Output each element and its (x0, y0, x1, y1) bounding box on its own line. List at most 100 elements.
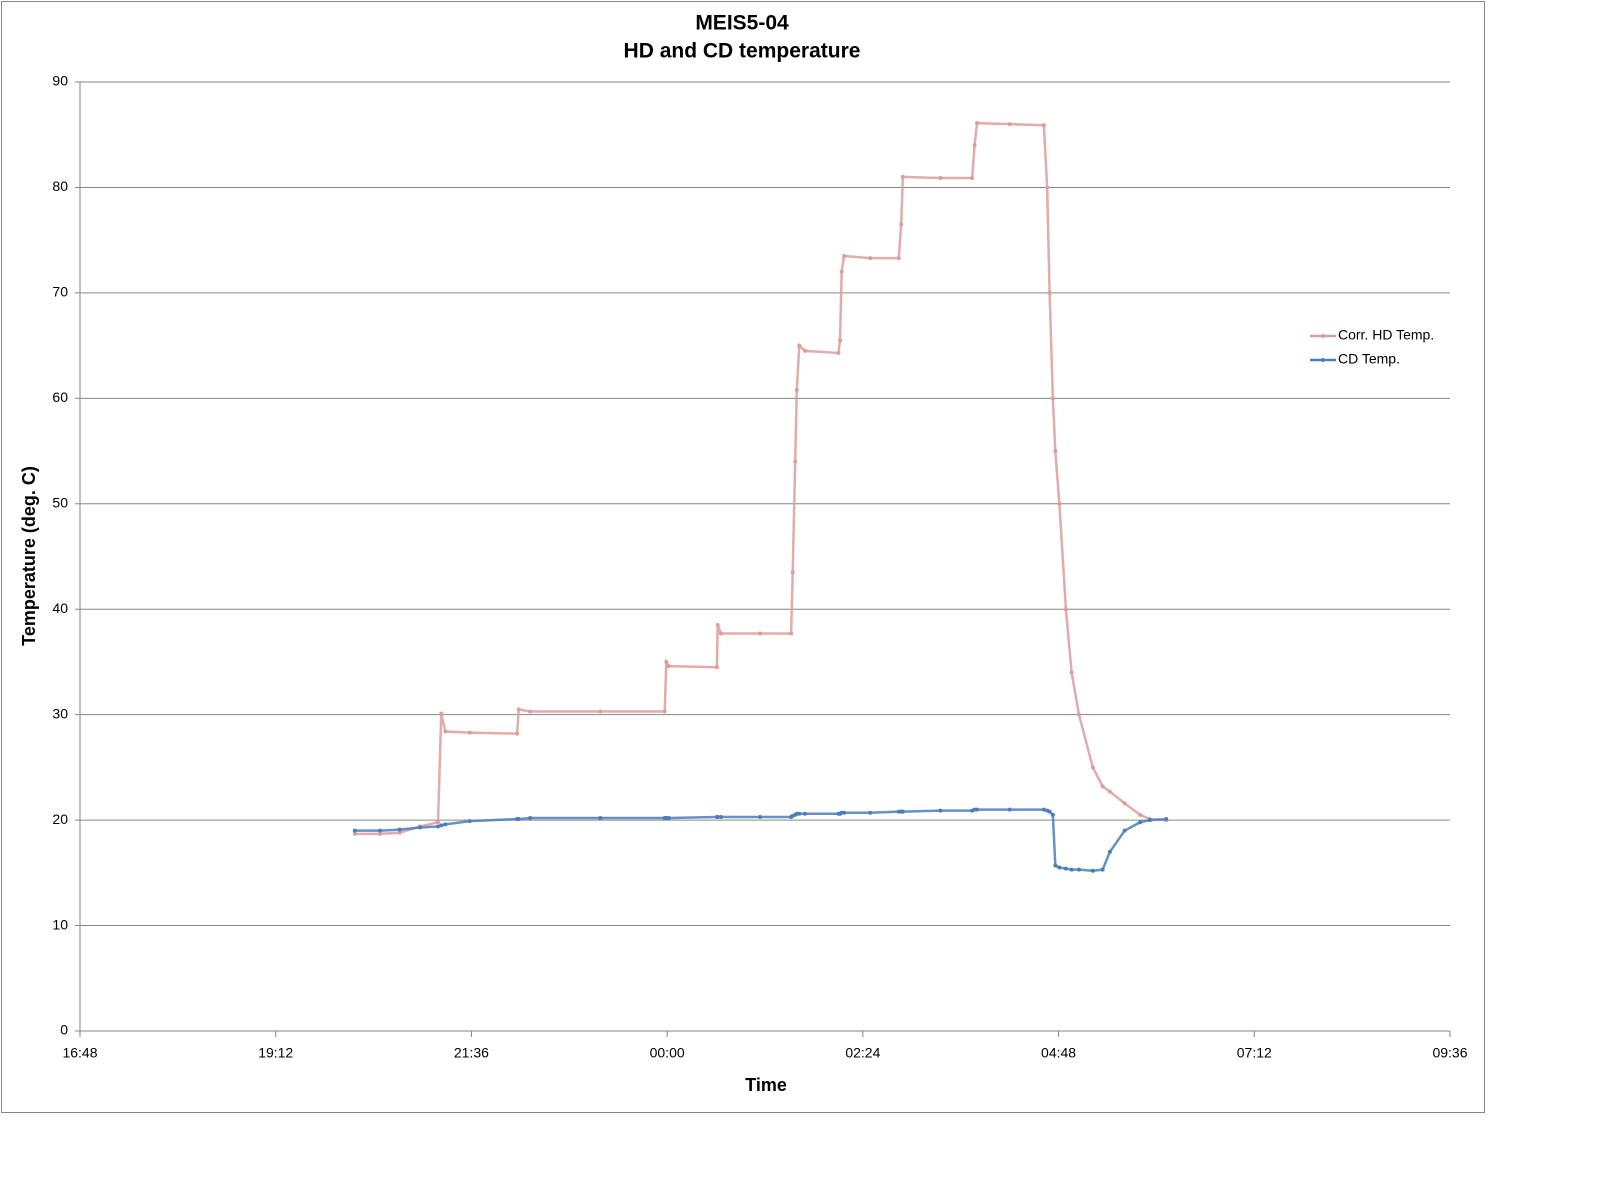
data-point (797, 343, 802, 348)
data-point (516, 707, 521, 712)
x-tick-label: 21:36 (454, 1045, 489, 1061)
y-tick-label: 40 (52, 600, 68, 616)
data-point (352, 828, 357, 833)
data-point (397, 827, 402, 832)
data-point (1122, 801, 1127, 806)
chart-subtitle: HD and CD temperature (624, 40, 861, 63)
data-point (718, 631, 723, 636)
series-line (354, 121, 1167, 836)
data-point (1100, 867, 1105, 872)
data-point (467, 730, 472, 735)
data-point (598, 709, 603, 714)
data-point (715, 814, 720, 819)
data-point (1053, 449, 1058, 454)
data-point (842, 253, 847, 258)
data-point (1138, 812, 1143, 817)
data-point (839, 269, 844, 274)
data-point (1076, 867, 1081, 872)
data-point (802, 811, 807, 816)
x-tick-label: 04:48 (1041, 1045, 1076, 1061)
data-point (714, 665, 719, 670)
y-tick-label: 70 (52, 284, 68, 300)
data-point (662, 709, 667, 714)
data-point (1057, 865, 1062, 870)
y-tick-label: 0 (60, 1022, 68, 1038)
data-point (1057, 501, 1062, 506)
data-point (1045, 185, 1050, 190)
data-point (1053, 863, 1058, 868)
data-point (899, 222, 904, 227)
data-point (352, 831, 357, 836)
x-axis-title: Time (745, 1075, 787, 1095)
data-point (467, 819, 472, 824)
data-point (1050, 396, 1055, 401)
data-point (842, 810, 847, 815)
data-point (1164, 817, 1169, 822)
data-point (938, 175, 943, 180)
data-point (1041, 807, 1046, 812)
legend-marker (1321, 334, 1325, 338)
data-point (378, 831, 383, 836)
data-point (715, 623, 720, 628)
data-point (666, 816, 671, 821)
data-point (718, 814, 723, 819)
data-point (439, 711, 444, 716)
x-tick-label: 00:00 (650, 1045, 685, 1061)
data-point (900, 174, 905, 179)
data-point (790, 570, 795, 575)
data-point (435, 820, 440, 825)
data-point (439, 823, 444, 828)
legend-label: CD Temp. (1338, 351, 1400, 367)
data-point (397, 830, 402, 835)
y-tick-label: 20 (52, 811, 68, 827)
data-point (972, 143, 977, 148)
data-point (794, 387, 799, 392)
data-point (1138, 820, 1143, 825)
data-point (1090, 868, 1095, 873)
x-tick-label: 16:48 (62, 1045, 97, 1061)
data-point (1107, 849, 1112, 854)
data-point (970, 175, 975, 180)
data-point (896, 256, 901, 261)
data-point (1047, 809, 1052, 814)
data-point (1107, 789, 1112, 794)
chart-frame (1, 1, 1485, 1113)
data-point (758, 631, 763, 636)
x-tick-label: 02:24 (845, 1045, 880, 1061)
data-point (1041, 123, 1046, 128)
data-point (598, 816, 603, 821)
y-tick-label: 90 (52, 73, 68, 89)
data-point (1063, 607, 1068, 612)
x-tick-label: 09:36 (1432, 1045, 1467, 1061)
data-point (528, 816, 533, 821)
data-point (1063, 866, 1068, 871)
data-point (378, 828, 383, 833)
data-point (515, 731, 520, 736)
y-tick-label: 50 (52, 494, 68, 510)
y-tick-label: 10 (52, 916, 68, 932)
data-point (975, 121, 980, 126)
data-point (1007, 122, 1012, 127)
data-point (1050, 812, 1055, 817)
data-point (1047, 290, 1052, 295)
data-point (868, 256, 873, 261)
data-point (802, 348, 807, 353)
data-point (938, 808, 943, 813)
data-point (528, 709, 533, 714)
data-point (516, 817, 521, 822)
data-point (664, 659, 669, 664)
data-point (797, 811, 802, 816)
data-point (789, 631, 794, 636)
data-point (1090, 765, 1095, 770)
data-point (1069, 670, 1074, 675)
data-point (1007, 807, 1012, 812)
data-point (793, 459, 798, 464)
y-axis-title: Temperature (deg. C) (19, 466, 39, 646)
chart-title: MEIS5-04 (695, 12, 789, 35)
data-point (1100, 784, 1105, 789)
data-point (1147, 818, 1152, 823)
y-tick-label: 80 (52, 178, 68, 194)
legend-label: Corr. HD Temp. (1338, 327, 1434, 343)
